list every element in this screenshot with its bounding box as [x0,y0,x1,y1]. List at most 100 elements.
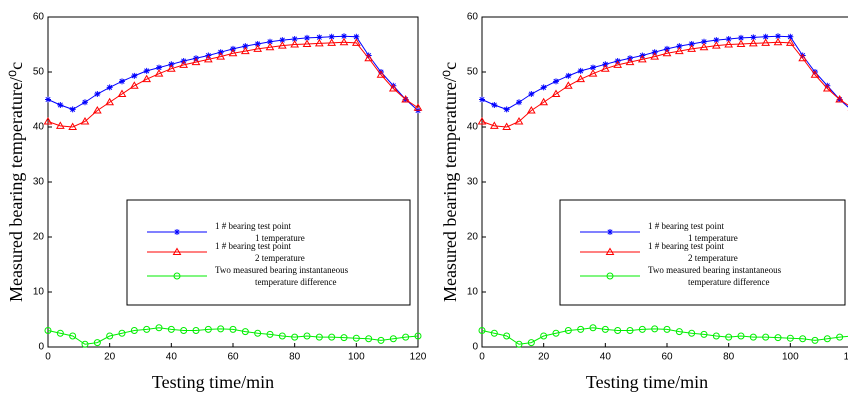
marker [277,41,287,49]
legend-line-2: 1 temperature [255,233,305,243]
series-line [481,327,848,345]
legend-line-1: 1 # bearing test point [215,221,291,231]
marker [748,38,758,47]
marker [725,36,732,42]
marker [601,325,609,333]
series-line [47,327,419,345]
marker [822,84,832,92]
marker [267,38,273,45]
marker [540,84,547,91]
marker [174,229,180,235]
y-tick-label: 30 [467,177,479,188]
marker [663,325,671,333]
marker [835,95,845,103]
legend-label: 1 # bearing test point 1 temperature [215,221,305,243]
marker [340,334,348,342]
marker [339,37,349,46]
marker [700,330,708,338]
marker [688,329,696,337]
marker [304,34,310,41]
marker [413,103,423,111]
x-axis-label: Testing time/min [586,372,708,392]
marker [68,122,78,130]
marker [738,34,744,41]
marker [56,329,64,337]
marker [291,36,298,42]
legend-line-1: 1 # bearing test point [648,221,724,231]
legend-label: 1 # bearing test point 2 temperature [215,241,305,263]
marker [240,46,250,55]
marker [540,332,548,340]
marker [799,335,807,343]
chart: 0 10 20 30 40 50 60 0 20 40 60 80 100 120 Testing time… [440,12,848,392]
marker [173,272,181,280]
y-tick-label: 10 [33,287,45,298]
marker [737,332,745,340]
legend-line-1: Two measured bearing instantaneous [215,265,349,275]
marker [401,95,411,103]
marker [490,329,498,337]
y-tick-label: 0 [472,342,478,353]
marker [365,335,373,343]
marker [625,57,635,66]
marker [676,43,683,50]
marker [118,329,126,337]
marker [414,332,422,340]
marker [725,333,733,341]
marker [130,327,138,334]
legend-line-1: 1 # bearing test point [648,241,724,251]
marker [528,91,535,97]
marker [823,335,831,343]
marker [590,64,596,71]
marker [749,333,757,341]
x-tick-label: 0 [479,352,485,363]
marker [43,117,53,125]
marker [553,78,559,85]
marker [105,97,115,106]
marker [143,325,151,333]
marker [253,44,263,52]
marker [69,106,76,113]
marker [551,89,561,97]
marker [626,327,634,334]
chart: 0 10 20 30 40 50 60 0 20 40 60 80 100 120 Testing time… [6,12,427,392]
marker [787,33,794,40]
marker [503,106,510,113]
marker [564,327,572,334]
y-tick-label: 20 [33,232,45,243]
marker [180,327,188,334]
marker [836,333,844,341]
marker [773,37,783,46]
marker [539,97,549,106]
y-tick-label: 60 [467,12,479,23]
marker [364,53,374,62]
marker [254,329,262,337]
marker [290,40,300,48]
x-tick-label: 100 [348,352,365,363]
marker [44,327,52,334]
marker [650,52,660,60]
marker [166,64,176,72]
marker [131,72,138,79]
marker [93,339,101,347]
marker [503,332,511,340]
y-axis-label: Measured bearing temperature/⁰c [6,62,26,302]
marker [315,333,323,341]
marker [117,89,127,97]
legend-line-2: 1 temperature [688,233,738,243]
marker [479,96,485,103]
marker [607,229,613,235]
marker [203,54,213,63]
marker [204,325,212,333]
marker [651,325,659,333]
marker [82,99,88,106]
marker [172,247,182,255]
y-tick-label: 10 [467,287,479,298]
marker [119,78,125,85]
x-tick-label: 0 [45,352,51,363]
legend-line-2: temperature difference [255,277,337,287]
x-tick-label: 40 [166,352,178,363]
marker [389,335,397,343]
marker [674,46,684,55]
